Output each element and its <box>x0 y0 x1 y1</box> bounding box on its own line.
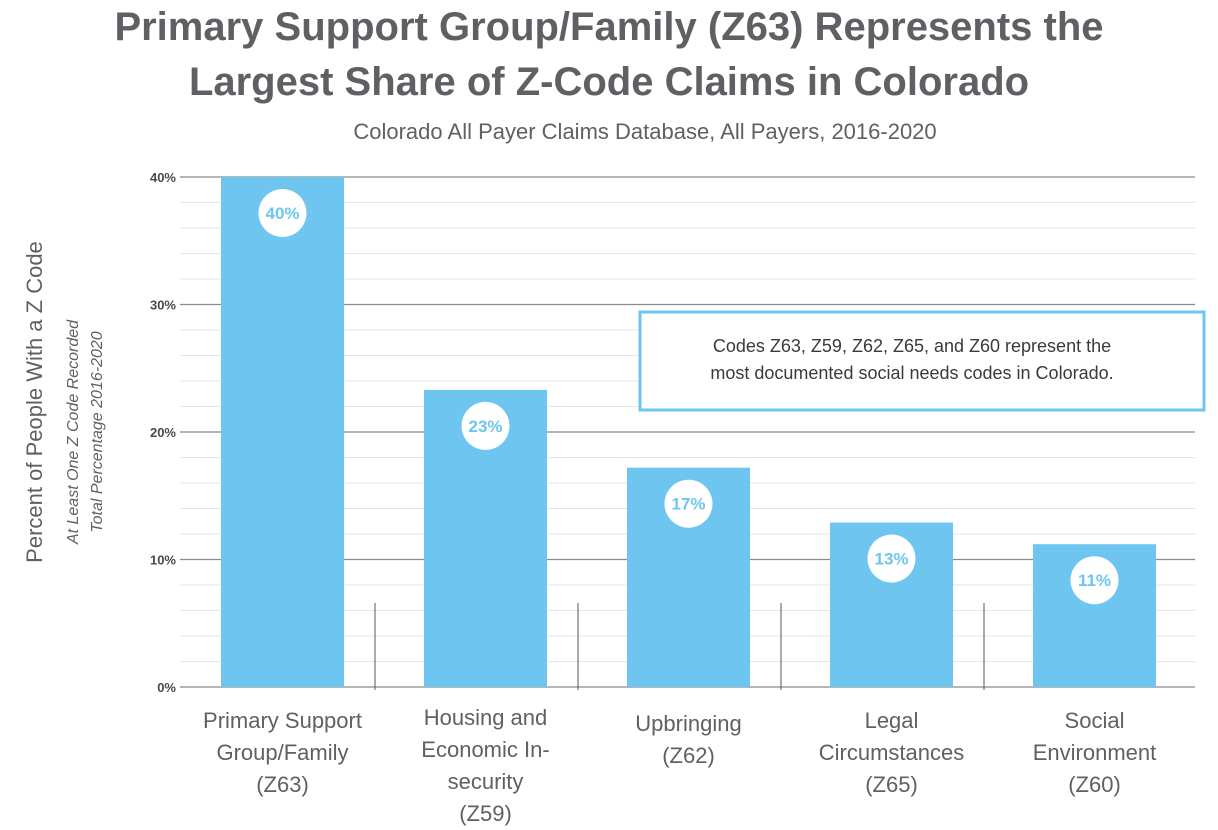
data-label: 17% <box>671 495 705 514</box>
annotation-line-2: most documented social needs codes in Co… <box>710 363 1113 383</box>
category-label: Legal <box>865 708 919 733</box>
y-tick-label: 20% <box>150 425 176 440</box>
bars: 40% 23% 17% 13% 11% <box>221 177 1156 687</box>
data-label-badge <box>461 401 510 450</box>
category-separators <box>374 603 985 690</box>
data-label-badge <box>867 534 916 583</box>
category-label: Environment <box>1033 740 1157 765</box>
category-label: Economic In- <box>421 737 549 762</box>
category-label: (Z63) <box>256 772 309 797</box>
y-ticks: 0% 10% 20% 30% 40% <box>150 170 176 695</box>
category-label: (Z59) <box>459 801 512 826</box>
category-label: (Z62) <box>662 743 715 768</box>
data-label: 23% <box>468 417 502 436</box>
data-label-badge <box>1070 556 1119 605</box>
y-tick-label: 40% <box>150 170 176 185</box>
category-labels: Primary Support Group/Family (Z63) Housing … <box>203 705 1156 826</box>
y-axis-label: Percent of People With a Z Code <box>22 241 47 563</box>
category-label: security <box>448 769 524 794</box>
y-axis-sublabel-line-1: At Least One Z Code Recorded <box>65 319 82 545</box>
y-tick-label: 30% <box>150 298 176 313</box>
data-label: 40% <box>265 204 299 223</box>
category-label: Housing and <box>424 705 548 730</box>
category-label: Upbringing <box>635 711 741 736</box>
bar <box>221 177 344 687</box>
category-label: Circumstances <box>819 740 964 765</box>
data-label: 11% <box>1078 571 1111 590</box>
category-label: (Z65) <box>865 772 918 797</box>
category-label: (Z60) <box>1068 772 1121 797</box>
category-label: Primary Support <box>203 708 362 733</box>
y-axis-sublabel-line-2: Total Percentage 2016-2020 <box>89 331 106 532</box>
chart-subtitle: Colorado All Payer Claims Database, All … <box>353 119 936 144</box>
category-label: Group/Family <box>216 740 348 765</box>
data-label-badge <box>258 189 307 237</box>
y-tick-label: 0% <box>157 680 176 695</box>
data-label-badge <box>664 479 713 528</box>
category-label: Social <box>1065 708 1125 733</box>
annotation-box <box>638 310 1206 412</box>
chart-title-line-2: Largest Share of Z-Code Claims in Colora… <box>189 60 1029 104</box>
chart-title-line-1: Primary Support Group/Family (Z63) Repre… <box>114 5 1103 49</box>
y-tick-label: 10% <box>150 553 176 568</box>
annotation-line-1: Codes Z63, Z59, Z62, Z65, and Z60 repres… <box>713 336 1111 356</box>
data-label: 13% <box>874 550 908 569</box>
